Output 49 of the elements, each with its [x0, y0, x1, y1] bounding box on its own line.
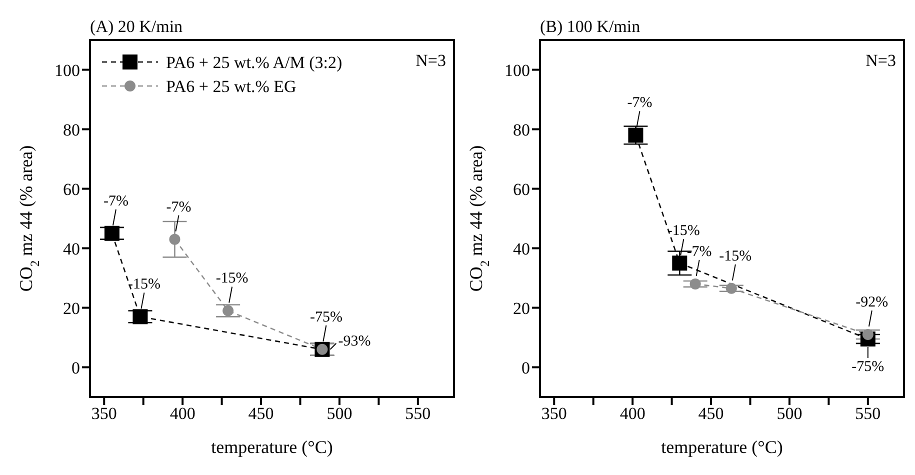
annotation: -7% [627, 95, 652, 112]
annotation: -75% [852, 358, 884, 375]
x-tick-label: 550 [855, 404, 881, 424]
x-axis-title: temperature (°C) [211, 437, 333, 457]
annotation: -92% [856, 294, 888, 311]
annotation: -7% [686, 244, 712, 260]
annotation: -15% [216, 270, 248, 287]
point [169, 234, 180, 245]
y-tick-label: 0 [522, 358, 530, 378]
legend-label: PA6 + 25 wt.% EG [166, 77, 296, 96]
y-tick-label: 20 [63, 298, 80, 318]
point [132, 309, 148, 324]
x-tick-label: 450 [248, 404, 274, 424]
point [726, 282, 737, 294]
annotation: N=3 [866, 51, 896, 70]
annotation: -7% [103, 193, 128, 210]
annotation: -15% [128, 276, 160, 293]
x-tick-label: 400 [620, 404, 646, 424]
y-tick-label: 100 [54, 60, 80, 80]
y-tick-label: 0 [72, 358, 80, 378]
x-tick-label: 500 [776, 404, 802, 424]
chart-title: (A) 20 K/min [90, 17, 184, 36]
annotation: -93% [338, 333, 371, 350]
point [104, 226, 120, 241]
x-axis-title: temperature (°C) [661, 437, 783, 457]
y-tick-label: 100 [504, 60, 530, 80]
y-tick-label: 40 [63, 239, 80, 258]
x-tick-label: 350 [541, 404, 567, 424]
point [690, 278, 701, 290]
x-tick-label: 350 [91, 404, 117, 424]
annotation: -75% [310, 309, 342, 326]
point [222, 305, 234, 316]
annotation: N=3 [416, 51, 446, 70]
legend-label: PA6 + 25 wt.% A/M (3:2) [166, 53, 342, 72]
point [672, 256, 688, 271]
y-tick-label: 80 [513, 120, 530, 140]
x-tick-label: 400 [170, 404, 196, 424]
x-tick-label: 500 [326, 404, 352, 424]
y-tick-label: 80 [63, 120, 80, 140]
y-tick-label: 20 [513, 298, 530, 318]
annotation: -15% [667, 223, 700, 240]
x-tick-label: 450 [698, 404, 724, 424]
y-tick-label: 60 [63, 180, 80, 199]
annotation: -7% [166, 199, 192, 216]
chart-title: (B) 100 K/min [540, 17, 641, 36]
y-tick-label: 60 [513, 180, 530, 199]
y-tick-label: 40 [513, 239, 530, 258]
x-tick-label: 550 [405, 404, 431, 424]
annotation: -15% [719, 248, 752, 264]
